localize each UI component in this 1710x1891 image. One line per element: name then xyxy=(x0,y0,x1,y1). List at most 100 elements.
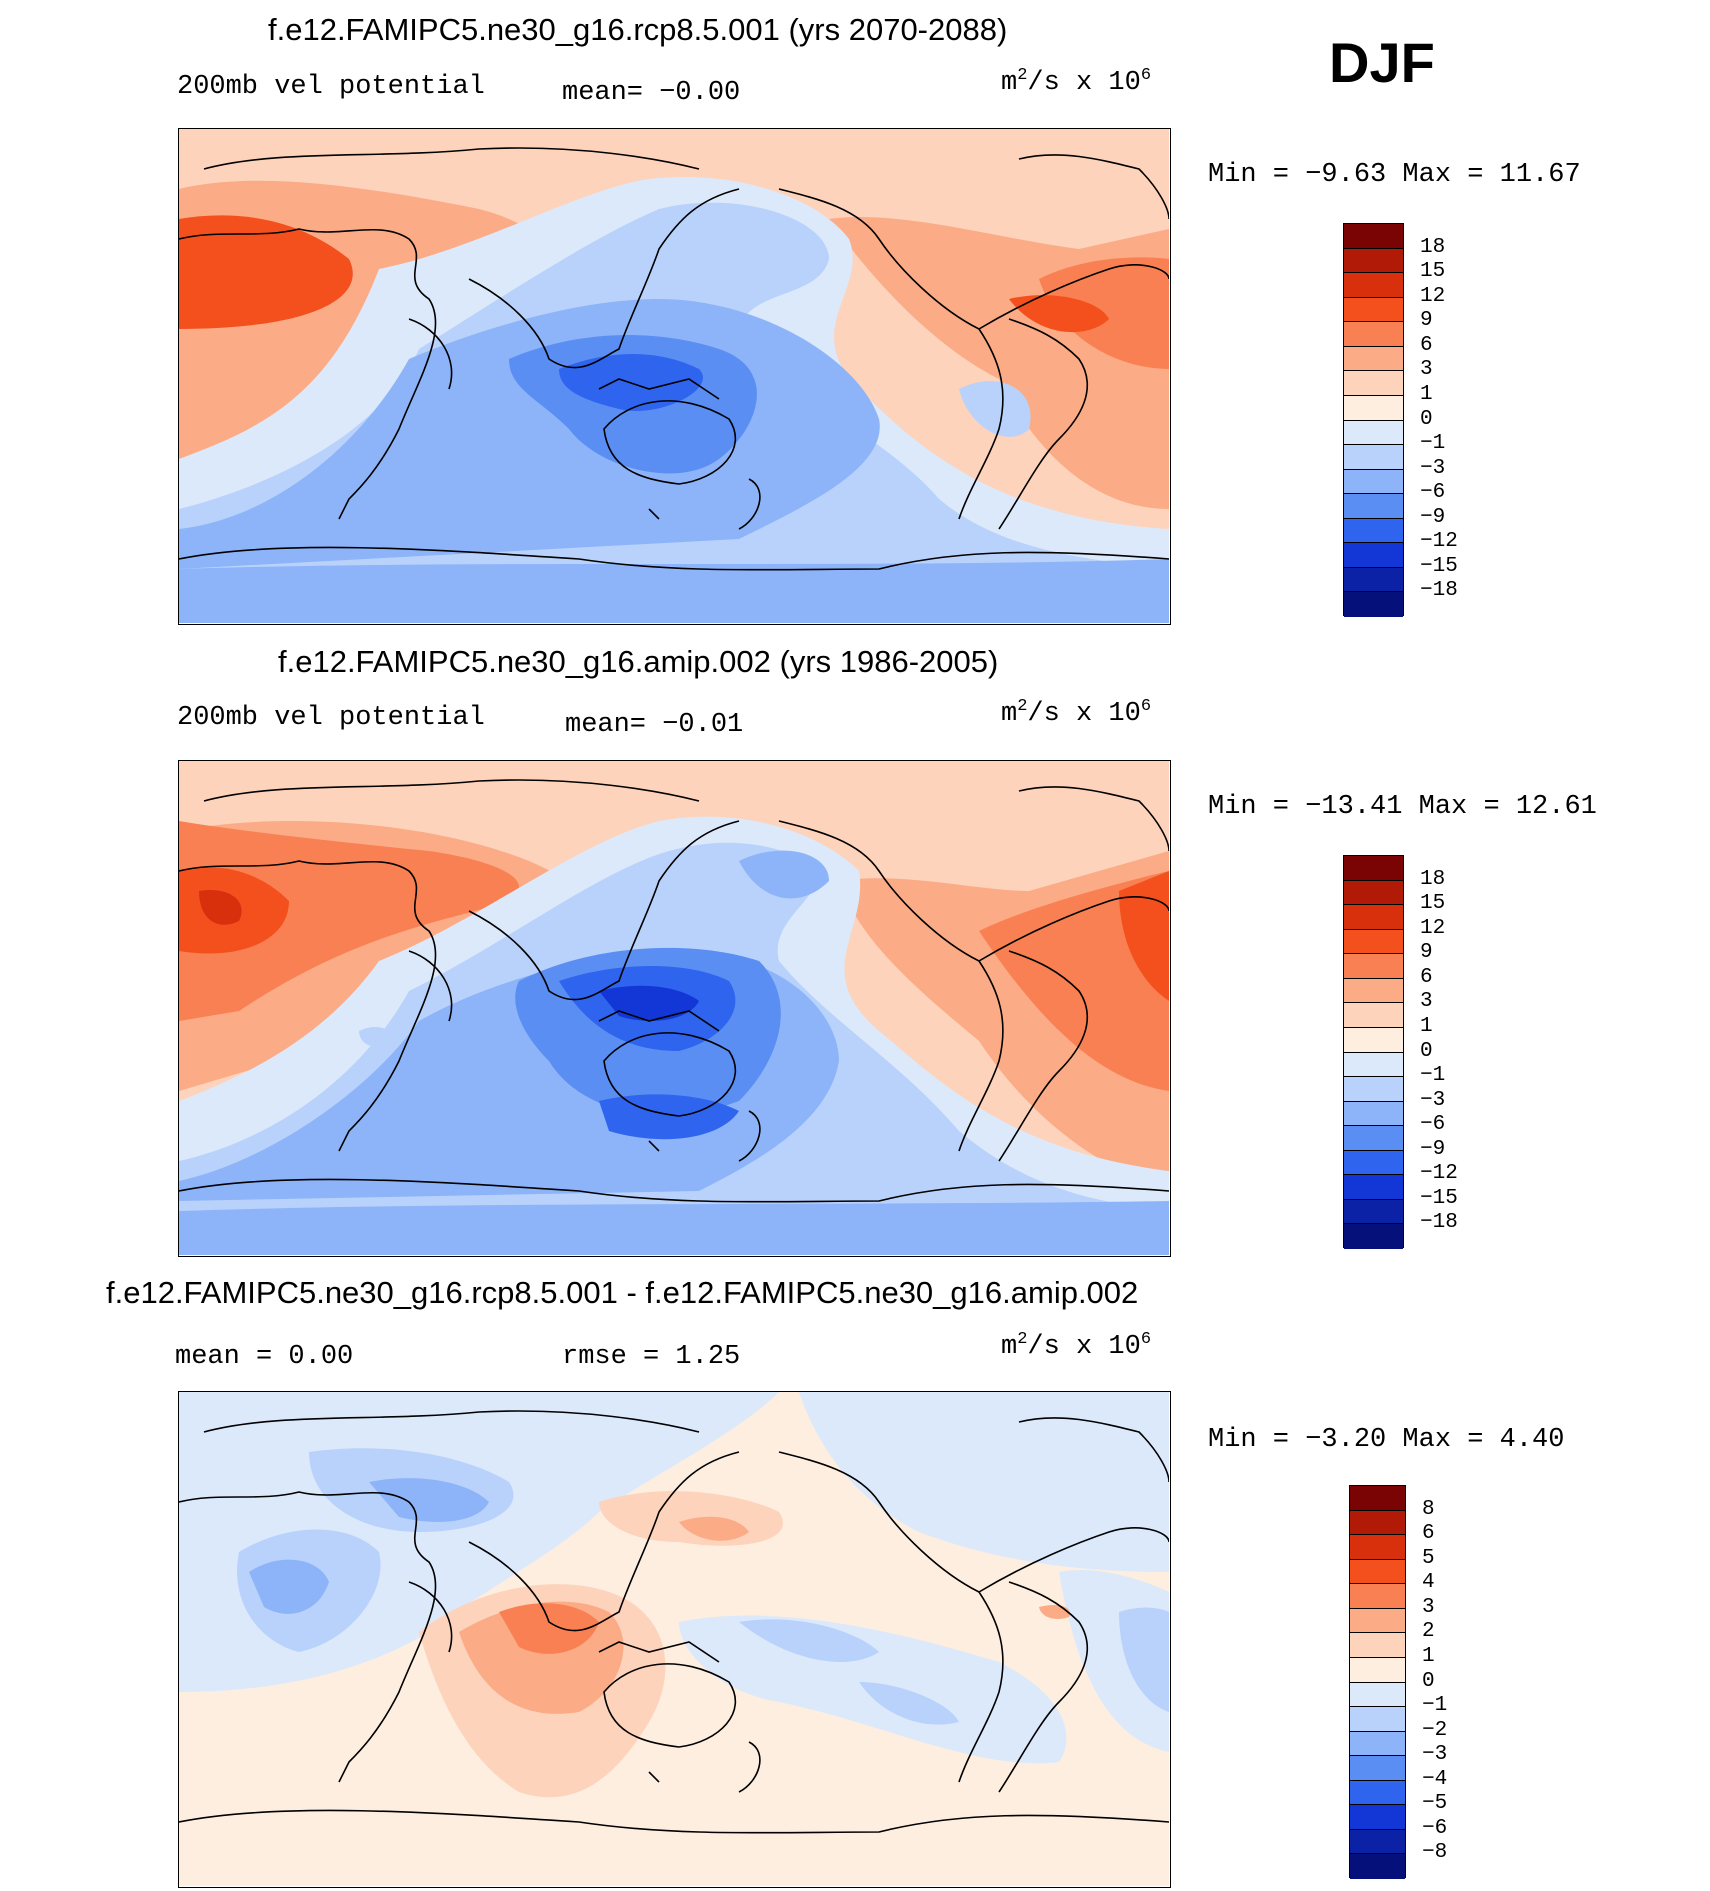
colorbar-tick-label: 15 xyxy=(1420,260,1446,284)
colorbar-swatch xyxy=(1350,1854,1405,1879)
colorbar-tick-label: 9 xyxy=(1420,309,1433,333)
colorbar-swatch xyxy=(1350,1805,1405,1830)
colorbar-swatch xyxy=(1344,1101,1403,1127)
colorbar-tick-label: 6 xyxy=(1420,965,1433,989)
panel-1-min-max: Min = −9.63 Max = 11.67 xyxy=(1208,160,1581,190)
colorbar-swatch xyxy=(1344,1027,1403,1053)
colorbar-swatch xyxy=(1344,1224,1403,1249)
colorbar-swatch xyxy=(1350,1682,1405,1708)
colorbar-tick-label: 0 xyxy=(1420,407,1433,431)
panel-2-min-max: Min = −13.41 Max = 12.61 xyxy=(1208,792,1597,822)
colorbar-tick-label: −5 xyxy=(1422,1792,1448,1816)
colorbar-tick-label: −3 xyxy=(1420,456,1446,480)
colorbar-tick-label: −1 xyxy=(1420,432,1446,456)
panel-1-mean: mean= −0.00 xyxy=(562,78,741,108)
colorbar-swatch xyxy=(1350,1633,1405,1658)
colorbar-tick-label: 1 xyxy=(1422,1644,1435,1668)
colorbar-tick-label: 15 xyxy=(1420,892,1446,916)
colorbar-tick-label: 1 xyxy=(1420,382,1433,406)
colorbar-swatch xyxy=(1344,978,1403,1004)
colorbar-tick-label: −6 xyxy=(1420,1113,1446,1137)
colorbar-swatch xyxy=(1344,856,1403,881)
colorbar-swatch xyxy=(1344,346,1403,372)
colorbar-swatch xyxy=(1344,905,1403,930)
panel-3-rmse: rmse = 1.25 xyxy=(562,1342,741,1372)
panel-1-variable: 200mb vel potential xyxy=(177,72,485,102)
colorbar-tick-label: 3 xyxy=(1420,358,1433,382)
colorbar-swatch xyxy=(1350,1657,1405,1683)
colorbar-swatch xyxy=(1344,224,1403,249)
colorbar-tick-label: −9 xyxy=(1420,505,1446,529)
colorbar-swatch xyxy=(1350,1510,1405,1536)
colorbar-tick-label: −18 xyxy=(1420,1211,1458,1235)
colorbar-swatch xyxy=(1350,1756,1405,1781)
panel-3-title: f.e12.FAMIPC5.ne30_g16.rcp8.5.001 - f.e1… xyxy=(106,1275,1139,1310)
colorbar-tick-label: 2 xyxy=(1422,1620,1435,1644)
colorbar-tick-label: 0 xyxy=(1422,1669,1435,1693)
panel-3-units: m2/s x 106 xyxy=(1001,1330,1152,1362)
colorbar-tick-label: −3 xyxy=(1420,1088,1446,1112)
panel-2-variable: 200mb vel potential xyxy=(177,703,485,733)
colorbar-tick-label: 5 xyxy=(1422,1546,1435,1570)
panel-3-colorbar xyxy=(1349,1485,1406,1879)
panel-2-title: f.e12.FAMIPC5.ne30_g16.amip.002 (yrs 198… xyxy=(278,644,999,679)
colorbar-swatch xyxy=(1344,322,1403,347)
colorbar-swatch xyxy=(1350,1535,1405,1560)
colorbar-tick-label: −1 xyxy=(1422,1694,1448,1718)
colorbar-swatch xyxy=(1344,1077,1403,1102)
season-label: DJF xyxy=(1329,31,1435,94)
colorbar-tick-label: −2 xyxy=(1422,1718,1448,1742)
colorbar-tick-label: −8 xyxy=(1422,1841,1448,1865)
colorbar-tick-label: 6 xyxy=(1422,1522,1435,1546)
panel-3-map xyxy=(178,1391,1171,1888)
colorbar-tick-label: 4 xyxy=(1422,1571,1435,1595)
panel-1-map xyxy=(178,128,1171,625)
colorbar-swatch xyxy=(1350,1608,1405,1634)
colorbar-swatch xyxy=(1344,1199,1403,1225)
colorbar-tick-label: −15 xyxy=(1420,1186,1458,1210)
colorbar-swatch xyxy=(1344,1052,1403,1078)
colorbar-tick-label: −18 xyxy=(1420,579,1458,603)
colorbar-swatch xyxy=(1344,1150,1403,1176)
colorbar-swatch xyxy=(1344,592,1403,617)
colorbar-swatch xyxy=(1350,1559,1405,1585)
colorbar-swatch xyxy=(1344,543,1403,568)
colorbar-swatch xyxy=(1350,1486,1405,1511)
panel-3-field xyxy=(179,1392,1169,1886)
colorbar-tick-label: 8 xyxy=(1422,1497,1435,1521)
panel-1-units: m2/s x 106 xyxy=(1001,66,1152,98)
colorbar-swatch xyxy=(1344,1126,1403,1151)
colorbar-swatch xyxy=(1344,420,1403,446)
colorbar-swatch xyxy=(1344,518,1403,544)
colorbar-swatch xyxy=(1344,445,1403,470)
colorbar-tick-label: 18 xyxy=(1420,235,1446,259)
colorbar-tick-label: 9 xyxy=(1420,941,1433,965)
colorbar-tick-label: −12 xyxy=(1420,530,1458,554)
colorbar-tick-label: 0 xyxy=(1420,1039,1433,1063)
colorbar-tick-label: −6 xyxy=(1422,1816,1448,1840)
colorbar-tick-label: −6 xyxy=(1420,481,1446,505)
panel-1-field xyxy=(179,129,1169,623)
panel-2-map xyxy=(178,760,1171,1257)
panel-2-mean: mean= −0.01 xyxy=(565,710,744,740)
colorbar-swatch xyxy=(1350,1829,1405,1855)
colorbar-swatch xyxy=(1350,1780,1405,1806)
colorbar-tick-label: −12 xyxy=(1420,1162,1458,1186)
colorbar-swatch xyxy=(1344,1003,1403,1028)
colorbar-tick-label: 12 xyxy=(1420,916,1446,940)
panel-1-title: f.e12.FAMIPC5.ne30_g16.rcp8.5.001 (yrs 2… xyxy=(268,12,1008,47)
panel-1-colorbar xyxy=(1343,223,1404,617)
colorbar-swatch xyxy=(1350,1584,1405,1609)
colorbar-tick-label: 3 xyxy=(1420,990,1433,1014)
colorbar-swatch xyxy=(1344,273,1403,298)
colorbar-swatch xyxy=(1344,567,1403,593)
colorbar-swatch xyxy=(1344,297,1403,323)
colorbar-tick-label: 3 xyxy=(1422,1595,1435,1619)
colorbar-swatch xyxy=(1344,494,1403,519)
panel-2-field xyxy=(179,761,1169,1255)
colorbar-swatch xyxy=(1344,954,1403,979)
colorbar-tick-label: −1 xyxy=(1420,1064,1446,1088)
panel-2-units: m2/s x 106 xyxy=(1001,697,1152,729)
colorbar-tick-label: 12 xyxy=(1420,284,1446,308)
colorbar-swatch xyxy=(1350,1707,1405,1732)
